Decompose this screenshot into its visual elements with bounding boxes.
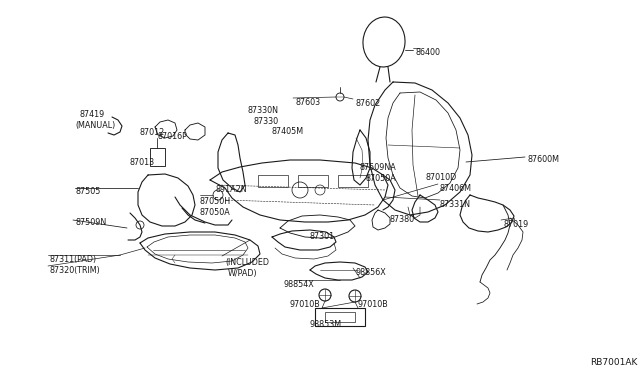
Text: 98854X: 98854X bbox=[283, 280, 314, 289]
Bar bbox=[298, 175, 328, 187]
Text: 87406M: 87406M bbox=[440, 184, 472, 193]
Text: 87602: 87602 bbox=[355, 99, 380, 108]
Text: 87331N: 87331N bbox=[440, 200, 471, 209]
Text: 87010D: 87010D bbox=[425, 173, 456, 182]
Text: 97010B: 97010B bbox=[289, 300, 320, 309]
Text: 87019: 87019 bbox=[503, 220, 528, 229]
Text: 87016P: 87016P bbox=[158, 132, 188, 141]
Text: 86400: 86400 bbox=[415, 48, 440, 57]
Text: 891A2N: 891A2N bbox=[215, 185, 246, 194]
Text: 87419: 87419 bbox=[80, 110, 105, 119]
Text: 87505: 87505 bbox=[76, 187, 101, 196]
Text: 87050A: 87050A bbox=[200, 208, 231, 217]
Text: 87330: 87330 bbox=[253, 117, 278, 126]
Text: 87600M: 87600M bbox=[527, 155, 559, 164]
Bar bbox=[150, 148, 165, 166]
Text: 87013: 87013 bbox=[130, 158, 155, 167]
Text: 97010B: 97010B bbox=[357, 300, 388, 309]
Text: 87301: 87301 bbox=[310, 232, 335, 241]
Text: 98856X: 98856X bbox=[355, 268, 386, 277]
Bar bbox=[315, 308, 365, 326]
Text: 98853M: 98853M bbox=[310, 320, 342, 329]
Bar bbox=[325, 312, 355, 322]
Text: 87509NA: 87509NA bbox=[360, 163, 397, 172]
Text: 87320(TRIM): 87320(TRIM) bbox=[50, 266, 100, 275]
Text: 87603: 87603 bbox=[295, 98, 320, 107]
Bar bbox=[338, 175, 368, 187]
Text: 87509N: 87509N bbox=[75, 218, 106, 227]
Text: RB7001AK: RB7001AK bbox=[590, 358, 637, 367]
Text: (MANUAL): (MANUAL) bbox=[75, 121, 115, 130]
Text: 87012: 87012 bbox=[140, 128, 165, 137]
Text: (INCLUDED: (INCLUDED bbox=[225, 258, 269, 267]
Text: 87330N: 87330N bbox=[248, 106, 279, 115]
Text: 87311(PAD): 87311(PAD) bbox=[50, 255, 97, 264]
Text: 87050H: 87050H bbox=[200, 197, 231, 206]
Bar bbox=[258, 175, 288, 187]
Text: W/PAD): W/PAD) bbox=[228, 269, 258, 278]
Text: 87050A: 87050A bbox=[365, 174, 396, 183]
Text: 87405M: 87405M bbox=[272, 127, 304, 136]
Text: 87380: 87380 bbox=[390, 215, 415, 224]
